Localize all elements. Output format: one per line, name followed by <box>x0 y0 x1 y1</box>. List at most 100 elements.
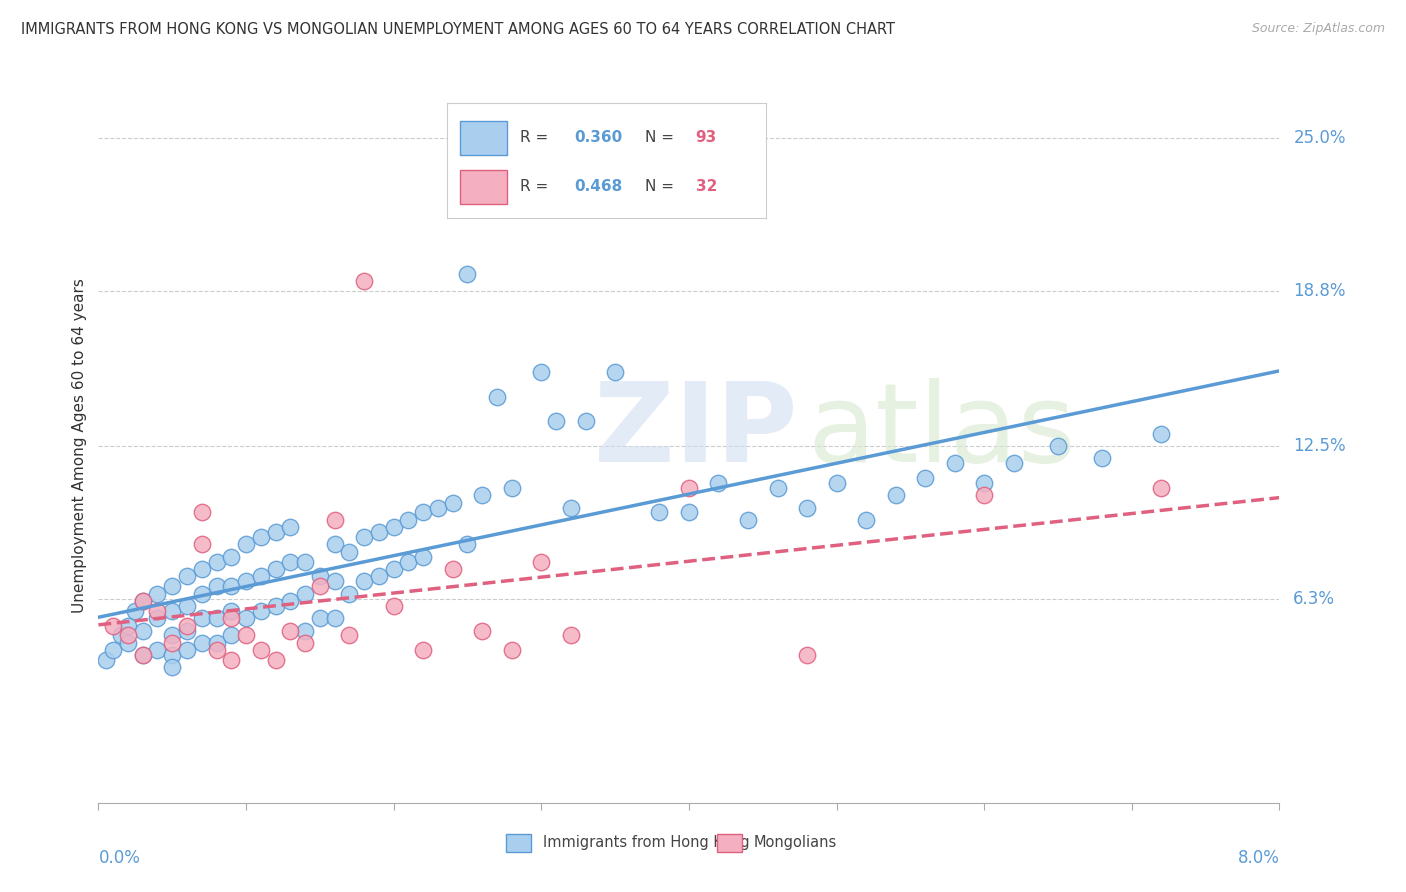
Point <box>796 648 818 662</box>
Point <box>176 618 198 632</box>
Point <box>294 636 316 650</box>
Point <box>191 636 214 650</box>
Point <box>412 643 434 657</box>
Point <box>162 604 183 618</box>
Point <box>221 628 243 642</box>
Point <box>250 569 273 583</box>
Point <box>471 624 494 638</box>
Text: 18.8%: 18.8% <box>1294 282 1346 300</box>
Point <box>176 599 198 613</box>
Point <box>94 653 117 667</box>
Point <box>412 505 434 519</box>
Point <box>294 555 316 569</box>
Point <box>309 611 332 625</box>
Point <box>486 390 509 404</box>
Point <box>146 611 169 625</box>
Point <box>353 530 375 544</box>
Point <box>132 624 155 638</box>
Text: ZIP: ZIP <box>595 378 797 485</box>
Text: Mongolians: Mongolians <box>754 836 837 850</box>
Text: IMMIGRANTS FROM HONG KONG VS MONGOLIAN UNEMPLOYMENT AMONG AGES 60 TO 64 YEARS CO: IMMIGRANTS FROM HONG KONG VS MONGOLIAN U… <box>21 22 896 37</box>
Point <box>280 555 302 569</box>
Point <box>294 587 316 601</box>
Point <box>382 520 405 534</box>
Point <box>191 587 214 601</box>
Point <box>398 513 420 527</box>
Text: Source: ZipAtlas.com: Source: ZipAtlas.com <box>1251 22 1385 36</box>
Point <box>235 611 257 625</box>
Point <box>323 611 346 625</box>
Point <box>648 505 671 519</box>
Text: atlas: atlas <box>807 378 1076 485</box>
Point <box>368 525 391 540</box>
Point <box>546 414 568 428</box>
Point <box>221 579 243 593</box>
Point <box>124 604 146 618</box>
Point <box>110 628 132 642</box>
Point <box>973 488 995 502</box>
Point <box>221 549 243 564</box>
Point <box>250 643 273 657</box>
Point <box>235 628 257 642</box>
Point <box>191 562 214 576</box>
Text: Immigrants from Hong Kong: Immigrants from Hong Kong <box>543 836 749 850</box>
Point <box>530 555 553 569</box>
Point <box>132 648 155 662</box>
Point <box>441 495 464 509</box>
Text: 6.3%: 6.3% <box>1294 590 1336 607</box>
Point <box>176 643 198 657</box>
Point <box>132 648 155 662</box>
Point <box>191 505 214 519</box>
Point <box>264 653 287 667</box>
Point <box>605 365 627 379</box>
Point <box>973 475 995 490</box>
Point <box>264 562 287 576</box>
Point <box>162 628 183 642</box>
Point <box>221 604 243 618</box>
Point <box>146 643 169 657</box>
Point <box>205 611 228 625</box>
Point <box>441 562 464 576</box>
Point <box>221 653 243 667</box>
Point <box>943 456 966 470</box>
Point <box>353 274 375 288</box>
Point <box>678 505 700 519</box>
Point <box>162 636 183 650</box>
Point <box>501 481 523 495</box>
Point <box>457 537 479 551</box>
Point <box>176 569 198 583</box>
Point <box>530 365 553 379</box>
Point <box>766 481 789 495</box>
Point <box>339 545 361 559</box>
Point <box>103 643 125 657</box>
Point <box>117 636 139 650</box>
Point <box>796 500 818 515</box>
Point <box>132 594 155 608</box>
Point <box>1150 481 1173 495</box>
Point <box>221 611 243 625</box>
Point <box>1091 451 1114 466</box>
Point <box>250 530 273 544</box>
Point <box>280 594 302 608</box>
Point <box>176 624 198 638</box>
Point <box>825 475 848 490</box>
Point <box>382 599 405 613</box>
Point <box>398 555 420 569</box>
Point <box>501 643 523 657</box>
Point <box>132 594 155 608</box>
Point <box>309 569 332 583</box>
Point <box>309 579 332 593</box>
Point <box>146 604 169 618</box>
Point <box>427 500 450 515</box>
Point <box>339 587 361 601</box>
Point <box>1150 426 1173 441</box>
Point <box>235 537 257 551</box>
Point <box>205 643 228 657</box>
Point <box>191 537 214 551</box>
Point <box>264 599 287 613</box>
Point <box>353 574 375 589</box>
Text: 0.0%: 0.0% <box>98 849 141 867</box>
Point <box>884 488 907 502</box>
Point <box>855 513 877 527</box>
Point <box>412 549 434 564</box>
